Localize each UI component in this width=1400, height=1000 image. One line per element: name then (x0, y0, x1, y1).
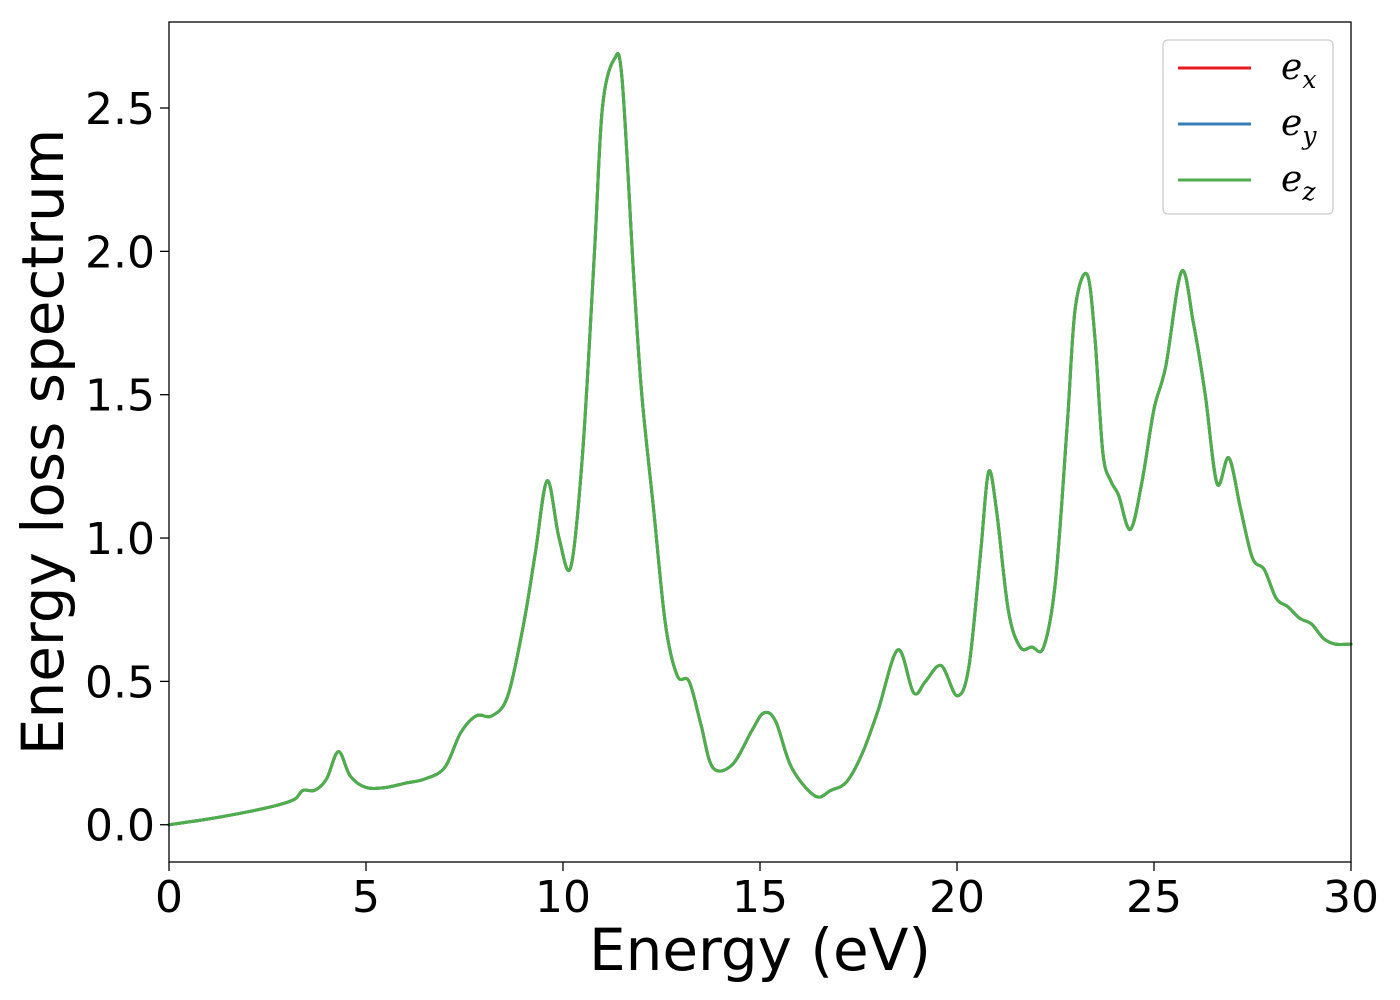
y-axis-title: Energy loss spectrum (9, 129, 77, 755)
legend-label-x: ex (1281, 47, 1316, 94)
x-tick-label: 15 (732, 872, 788, 923)
x-tick-label: 30 (1323, 872, 1379, 923)
x-tick-label: 20 (929, 872, 985, 923)
ticks-layer: 0 5 10 15 20 25 30 0.0 0.5 1.0 1.5 2.0 2.5 (85, 84, 1379, 923)
legend: ex ey ez (1162, 39, 1334, 215)
legend-label-y: ey (1281, 103, 1317, 150)
x-tick-label: 25 (1126, 872, 1182, 923)
y-tick-label: 1.0 (85, 514, 155, 565)
series-line-z (167, 52, 1353, 827)
y-tick-label: 1.5 (85, 371, 155, 422)
y-tick-label: 0.0 (85, 801, 155, 852)
x-tick-label: 5 (352, 872, 380, 923)
x-tick-label: 0 (155, 872, 183, 923)
y-tick-label: 2.0 (85, 227, 155, 278)
legend-frame (1162, 39, 1334, 215)
y-tick-label: 0.5 (85, 657, 155, 708)
x-axis-title: Energy (eV) (589, 916, 931, 984)
y-tick-label: 2.5 (85, 84, 155, 135)
series-layer (167, 52, 1353, 827)
legend-label-z: ez (1281, 159, 1316, 206)
x-tick-label: 10 (535, 872, 591, 923)
